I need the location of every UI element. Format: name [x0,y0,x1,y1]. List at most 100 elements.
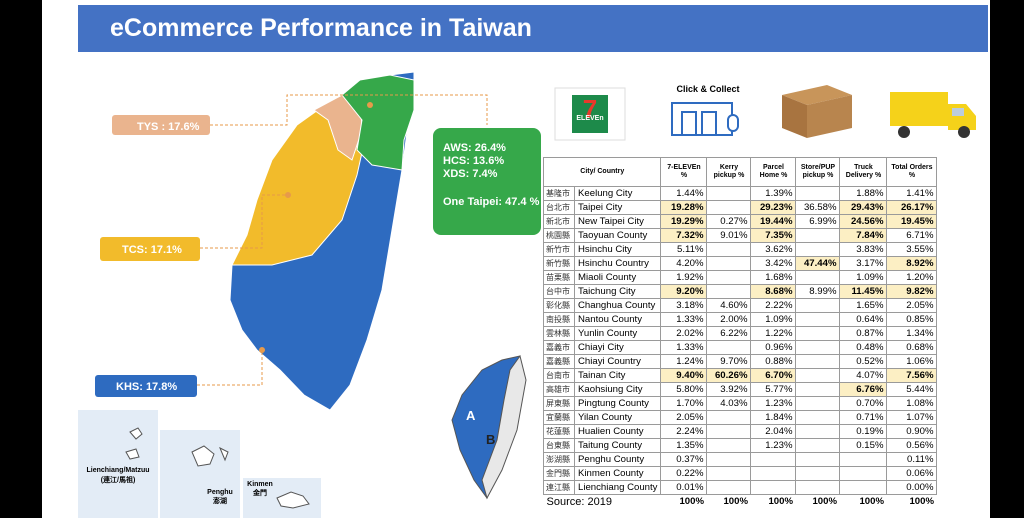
value-cell: 6.99% [795,214,841,229]
island [191,445,229,467]
region-taipei [341,74,415,171]
city-cell: Kaohsiung City [573,382,662,397]
value-cell: 0.01% [660,480,708,495]
value-cell: 19.45% [886,214,938,229]
truck-icon [890,92,976,138]
table-row: 台北市 Taipei City 19.28% 29.23% 36.58% 29.43% 26… [543,200,938,215]
value-cell: 1.23% [750,396,797,411]
table-row: 高雄市 Kaohsiung City 5.80% 3.92% 5.77% 6.76% 5.4… [543,382,938,397]
city-cell: 桃園縣 [543,228,575,243]
city-cell: Taoyuan County [573,228,662,243]
logo-word: ELEVEn [576,115,603,122]
value-cell [706,410,752,425]
table-row: 屏東縣 Pingtung County 1.70% 4.03% 1.23% 0.70% 1.… [543,396,938,411]
value-cell: 0.37% [660,452,708,467]
column-header: Kerry pickup % [706,157,752,187]
city-cell: New Taipei City [573,214,662,229]
value-cell [706,186,752,201]
city-cell: Pingtung County [573,396,662,411]
value-cell: 0.00% [886,480,938,495]
title-bar: eCommerce Performance in Taiwan [78,5,988,52]
leader-line [197,350,263,386]
city-cell: 高雄市 [543,382,575,397]
value-cell [795,480,841,495]
value-cell [795,410,841,425]
value-cell: 29.43% [839,200,888,215]
value-cell [795,242,841,257]
value-cell: 1.92% [660,270,708,285]
city-cell: Taipei City [573,200,662,215]
value-cell: 1.09% [750,312,797,327]
value-cell: 0.48% [839,340,888,355]
city-cell: Taitung County [573,438,662,453]
inset-label: 金門 [252,488,267,497]
city-cell: 新竹市 [543,242,575,257]
value-cell: 0.27% [706,214,752,229]
marker [367,102,373,108]
value-cell [795,354,841,369]
label-box [433,128,541,235]
value-cell: 11.45% [839,284,888,299]
value-cell [706,438,752,453]
region-label: One Taipei: 47.4 % [443,196,540,208]
city-cell: 宜蘭縣 [543,410,575,425]
value-cell [795,312,841,327]
logo-number: 7 [583,94,597,124]
value-cell [750,480,797,495]
table-row: 花蓮縣 Hualien County 2.24% 2.04% 0.19% 0.90% [543,424,938,439]
region-label: HCS: 13.6% [443,155,504,167]
column-header: Store/PUP pickup % [795,157,841,187]
value-cell: 2.24% [660,424,708,439]
value-cell [839,452,888,467]
value-cell: 6.22% [706,326,752,341]
city-cell: 台北市 [543,200,575,215]
city-cell: 台中市 [543,284,575,299]
table-row: 台南市 Tainan City 9.40% 60.26% 6.70% 4.07% 7.56% [543,368,938,383]
value-cell: 47.44% [795,256,841,271]
value-cell: 4.20% [660,256,708,271]
city-cell: Penghu County [573,452,662,467]
total-cell: 100% [886,494,937,509]
value-cell [795,396,841,411]
table-row: 苗栗縣 Miaoli County 1.92% 1.68% 1.09% 1.20% [543,270,938,285]
city-cell: Hualien County [573,424,662,439]
value-cell: 1.65% [839,298,888,313]
value-cell: 1.22% [750,326,797,341]
city-cell: Yunlin County [573,326,662,341]
total-cell: 100% [795,494,840,509]
column-header: Truck Delivery % [839,157,888,187]
map-area: TYS : 17.6% TCS: 17.1% KHS: 17.8% AWS: 2… [78,71,976,518]
region-label: TCS: 17.1% [122,244,182,256]
value-cell: 9.20% [660,284,708,299]
city-cell: 苗栗縣 [543,270,575,285]
value-cell: 3.18% [660,298,708,313]
value-cell: 8.99% [795,284,841,299]
value-cell: 1.08% [886,396,938,411]
column-header: 7-ELEVEn % [660,157,708,187]
island [125,427,143,460]
value-cell: 3.83% [839,242,888,257]
footer-row: Source: 2019 100% 100% 100% 100% 100% 100% [543,494,937,509]
value-cell: 26.17% [886,200,938,215]
value-cell: 5.44% [886,382,938,397]
value-cell: 3.17% [839,256,888,271]
value-cell: 19.28% [660,200,708,215]
value-cell: 1.23% [750,438,797,453]
region-label: AWS: 26.4% [443,142,506,154]
value-cell: 8.68% [750,284,797,299]
value-cell [706,256,752,271]
value-cell: 5.11% [660,242,708,257]
total-cell: 100% [750,494,796,509]
value-cell: 1.88% [839,186,888,201]
header-row: City/ Country 7-ELEVEn % Kerry pickup % Par… [542,157,938,187]
city-cell: 新北市 [543,214,575,229]
table-row: 澎湖縣 Penghu County 0.37% 0.11% [543,452,938,467]
value-cell: 1.33% [660,340,708,355]
total-cell: 100% [706,494,751,509]
city-cell: 花蓮縣 [543,424,575,439]
value-cell: 1.84% [750,410,797,425]
table-row: 嘉義縣 Chiayi Country 1.24% 9.70% 0.88% 0.52% 1.0… [543,354,938,369]
table-row: 基隆市 Keelung City 1.44% 1.39% 1.88% 1.41% [543,186,938,201]
value-cell: 2.02% [660,326,708,341]
value-cell: 36.58% [795,200,841,215]
